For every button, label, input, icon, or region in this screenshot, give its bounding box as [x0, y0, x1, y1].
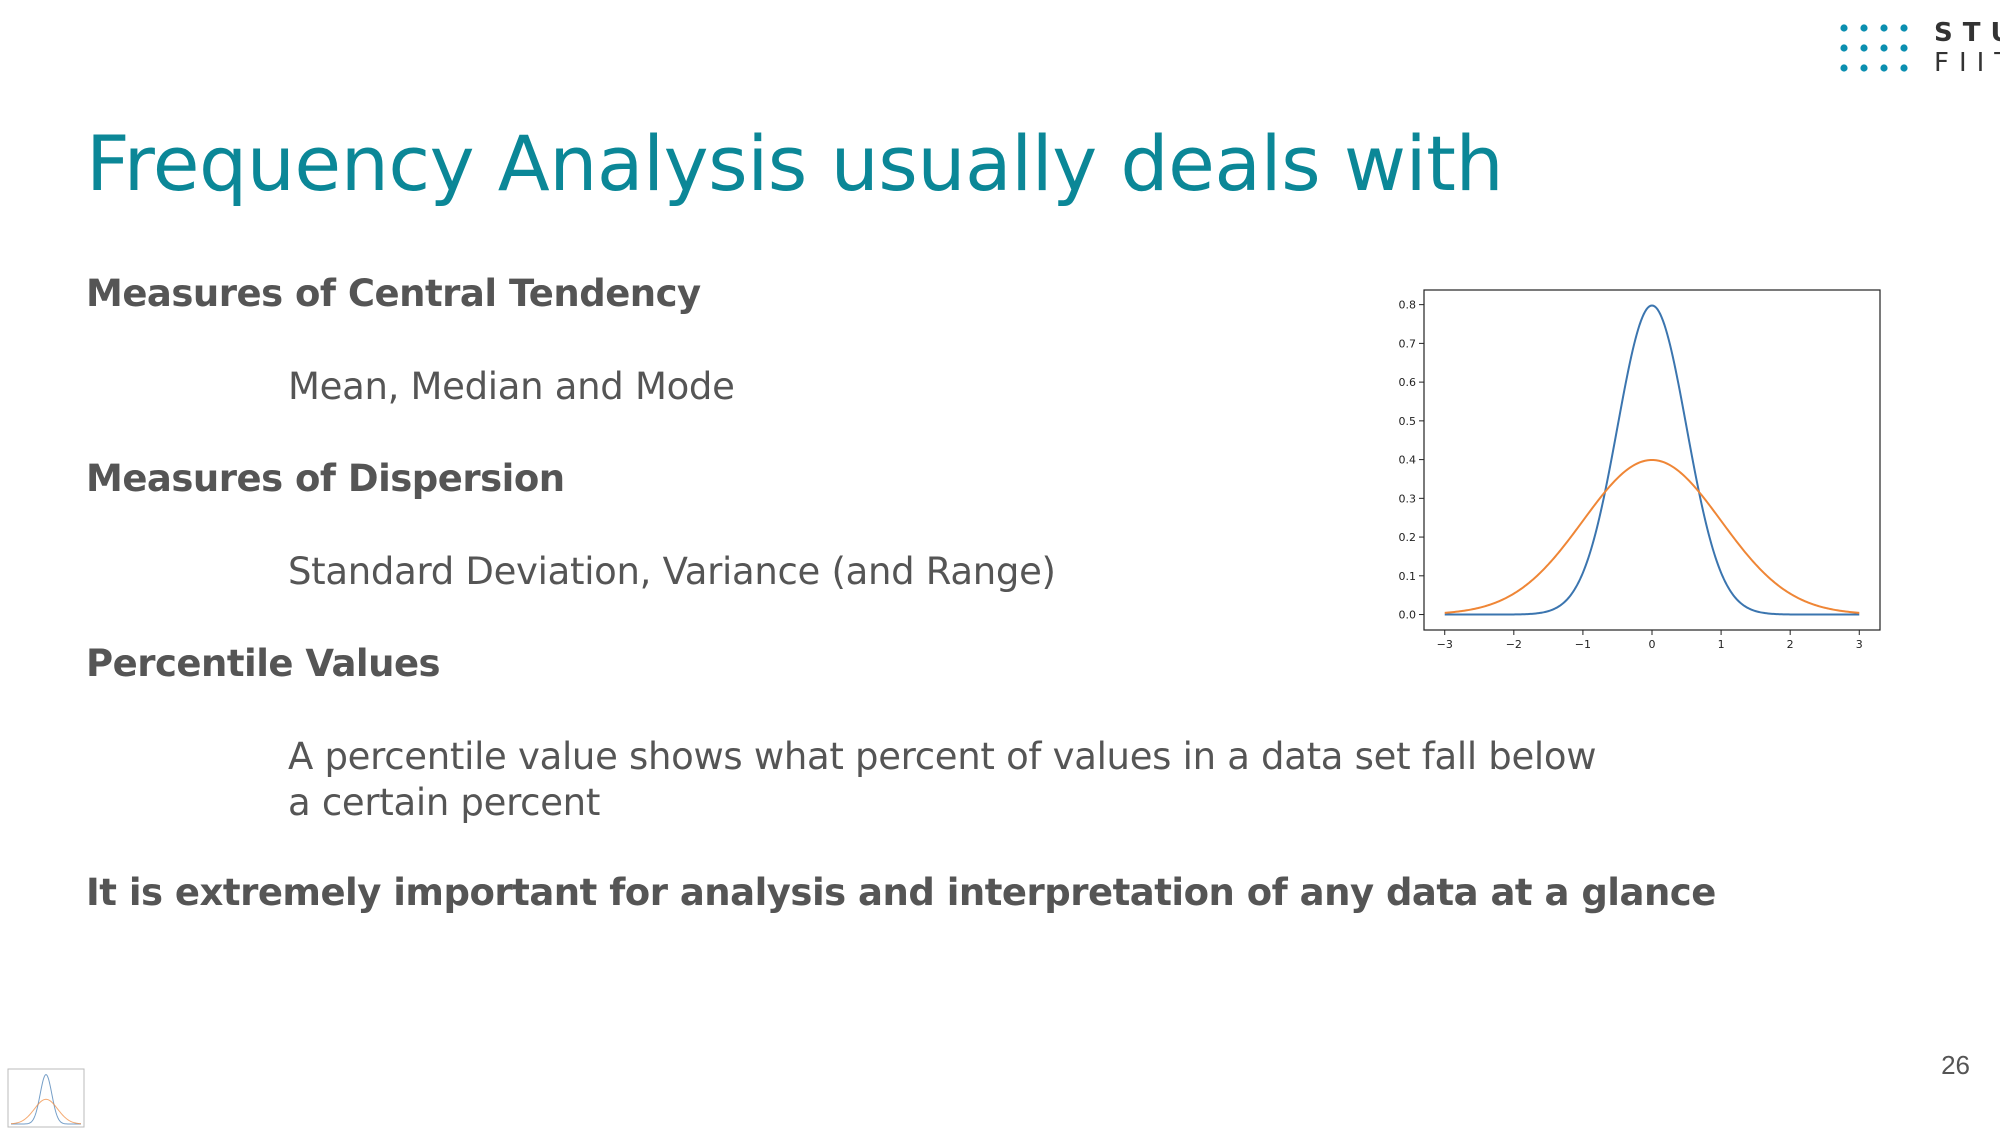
- y-tick-label: 0.2: [1399, 531, 1417, 544]
- logo-dot: [1860, 64, 1868, 72]
- logo-dot: [1880, 24, 1888, 32]
- thumbnail-series-2: [10, 1098, 82, 1125]
- logo-line-2: FIIT: [1934, 48, 2000, 78]
- x-tick-label: −2: [1506, 638, 1522, 651]
- x-tick-label: 1: [1718, 638, 1725, 651]
- logo-dot: [1900, 64, 1908, 72]
- logo-text: STU FIIT: [1934, 18, 2000, 78]
- item-detail-dispersion: Standard Deviation, Variance (and Range): [288, 550, 1056, 593]
- y-tick-label: 0.4: [1399, 454, 1417, 467]
- y-tick-label: 0.0: [1399, 609, 1417, 622]
- logo-dot: [1880, 44, 1888, 52]
- stu-fiit-logo: STU FIIT: [1838, 16, 2000, 78]
- thumbnail-series-1: [11, 1074, 81, 1125]
- item-detail-percentile-line-2: a certain percent: [288, 781, 601, 824]
- thumbnail-frame: [7, 1068, 85, 1128]
- item-heading-percentile: Percentile Values: [86, 642, 441, 685]
- series-line-2: [1444, 458, 1860, 614]
- item-heading-central-tendency: Measures of Central Tendency: [86, 272, 701, 315]
- x-tick-label: 0: [1649, 638, 1656, 651]
- chart-thumbnail: [7, 1068, 85, 1128]
- x-tick-label: 2: [1787, 638, 1794, 651]
- logo-dot: [1900, 24, 1908, 32]
- logo-line-1: STU: [1934, 18, 2000, 48]
- logo-dot: [1840, 44, 1848, 52]
- x-tick-label: −3: [1437, 638, 1453, 651]
- y-tick-label: 0.1: [1399, 570, 1417, 583]
- logo-dot: [1880, 64, 1888, 72]
- x-tick-label: −1: [1575, 638, 1591, 651]
- conclusion-text: It is extremely important for analysis a…: [86, 871, 1716, 914]
- logo-dot: [1840, 64, 1848, 72]
- logo-dot: [1900, 44, 1908, 52]
- y-tick-label: 0.5: [1399, 415, 1417, 428]
- y-tick-label: 0.3: [1399, 492, 1417, 505]
- page-number: 26: [1941, 1050, 1970, 1080]
- item-detail-central-tendency: Mean, Median and Mode: [288, 365, 735, 408]
- logo-dot: [1860, 24, 1868, 32]
- series-line-1: [1444, 304, 1860, 616]
- item-detail-percentile-line-1: A percentile value shows what percent of…: [288, 735, 1597, 778]
- x-tick-label: 3: [1856, 638, 1863, 651]
- y-tick-label: 0.8: [1399, 299, 1417, 312]
- logo-dot: [1840, 24, 1848, 32]
- normal-distribution-chart: −3 −2 −1 0 1 2 3 0.0 0.1 0.2 0.3 0.4 0.5 0.6 0.7 0.8: [1399, 289, 1881, 651]
- slide-title: Frequency Analysis usually deals with: [86, 119, 1504, 208]
- y-tick-label: 0.7: [1399, 337, 1417, 350]
- item-heading-dispersion: Measures of Dispersion: [86, 457, 565, 500]
- logo-dots-icon: [1840, 24, 1908, 72]
- y-tick-label: 0.6: [1399, 376, 1417, 389]
- logo-dot: [1860, 44, 1868, 52]
